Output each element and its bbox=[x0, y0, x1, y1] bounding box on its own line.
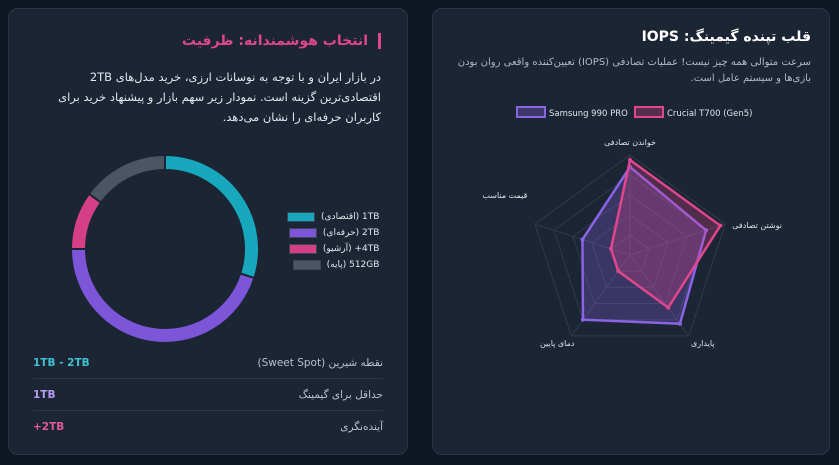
radar-point bbox=[616, 269, 621, 274]
radar-point bbox=[580, 317, 585, 322]
radar-axis-label: پایداری bbox=[691, 339, 714, 348]
radar-grid-ring bbox=[591, 214, 669, 288]
radar-legend-label: Samsung 990 PRO bbox=[549, 109, 628, 119]
radar-axis-label: دمای پایین bbox=[540, 339, 575, 348]
legend-item: 512GB (پایه) bbox=[287, 257, 379, 273]
radar-point bbox=[704, 228, 709, 233]
capacity-card: انتخاب هوشمندانه: ظرفیت در بازار ایران و… bbox=[8, 8, 408, 455]
radar-series-area bbox=[581, 165, 708, 326]
radar-grid-ring bbox=[572, 194, 688, 305]
stat-row: +2TB آینده‌نگری bbox=[33, 411, 383, 442]
stat-row: 1TB - 2TB نقطه شیرین (Sweet Spot) bbox=[33, 347, 383, 379]
radar-point bbox=[718, 223, 723, 228]
stat-value: 1TB bbox=[33, 388, 56, 401]
radar-point bbox=[580, 237, 585, 242]
capacity-title: انتخاب هوشمندانه: ظرفیت bbox=[182, 33, 381, 49]
stat-row: 1TB حداقل برای گیمینگ bbox=[33, 379, 383, 411]
iops-radar-chart: خواندن تصادفی نوشتن تصادفی پایداری دمای پای… bbox=[482, 106, 782, 348]
legend-item: 1TB (اقتصادی) bbox=[287, 209, 379, 225]
radar-grid-ring bbox=[534, 154, 726, 337]
iops-description: سرعت متوالی همه چیز نیست! عملیات تصادفی … bbox=[457, 57, 811, 84]
legend-swatch bbox=[288, 228, 317, 238]
legend-label: 2TB (حرفه‌ای) bbox=[322, 228, 380, 238]
stat-label: آینده‌نگری bbox=[340, 420, 383, 433]
radar-axis-label: خواندن تصادفی bbox=[604, 138, 656, 147]
radar-legend-swatch bbox=[634, 106, 664, 118]
radar-point bbox=[628, 158, 632, 162]
stat-value: +2TB bbox=[33, 420, 65, 433]
stat-label: حداقل برای گیمینگ bbox=[298, 388, 383, 401]
legend-swatch bbox=[287, 212, 315, 222]
legend-swatch bbox=[292, 260, 321, 270]
capacity-description: در بازار ایران و با توجه به نوسانات ارزی… bbox=[58, 70, 381, 124]
radar-series-area bbox=[609, 157, 723, 310]
radar-grid-ring bbox=[610, 234, 650, 272]
legend-swatch bbox=[288, 244, 317, 254]
capacity-donut-chart bbox=[69, 153, 260, 344]
stat-label: نقطه شیرین (Sweet Spot) bbox=[257, 356, 383, 369]
radar-legend-label: Crucial T700 (Gen5) bbox=[667, 109, 753, 119]
legend-label: 1TB (اقتصادی) bbox=[321, 212, 380, 222]
radar-legend-swatch bbox=[516, 106, 546, 118]
donut-slice bbox=[87, 153, 166, 204]
radar-axis-label: قیمت مناسب bbox=[482, 191, 527, 200]
radar-point bbox=[666, 305, 671, 310]
capacity-stats: 1TB - 2TB نقطه شیرین (Sweet Spot) 1TB حداقل… bbox=[33, 347, 383, 442]
donut-legend: 1TB (اقتصادی) 2TB (حرفه‌ای) 4TB+ (آرشیو) 51… bbox=[287, 209, 379, 273]
radar-axis-label: نوشتن تصادفی bbox=[732, 221, 782, 230]
donut-slice bbox=[164, 153, 260, 280]
legend-item: 4TB+ (آرشیو) bbox=[287, 241, 379, 257]
radar-axis-line bbox=[629, 223, 726, 256]
stat-value: 1TB - 2TB bbox=[33, 356, 90, 369]
donut-slice bbox=[69, 192, 103, 250]
iops-title: قلب تپنده گیمینگ: IOPS bbox=[641, 29, 811, 45]
legend-label: 512GB (پایه) bbox=[326, 260, 380, 270]
radar-point bbox=[677, 321, 682, 326]
legend-item: 2TB (حرفه‌ای) bbox=[287, 225, 379, 241]
radar-point bbox=[608, 246, 613, 251]
iops-card: قلب تپنده گیمینگ: IOPS سرعت متوالی همه چ… bbox=[432, 8, 830, 455]
legend-label: 4TB+ (آرشیو) bbox=[322, 244, 380, 254]
donut-slice bbox=[69, 248, 256, 344]
radar-axis-line bbox=[570, 254, 631, 337]
